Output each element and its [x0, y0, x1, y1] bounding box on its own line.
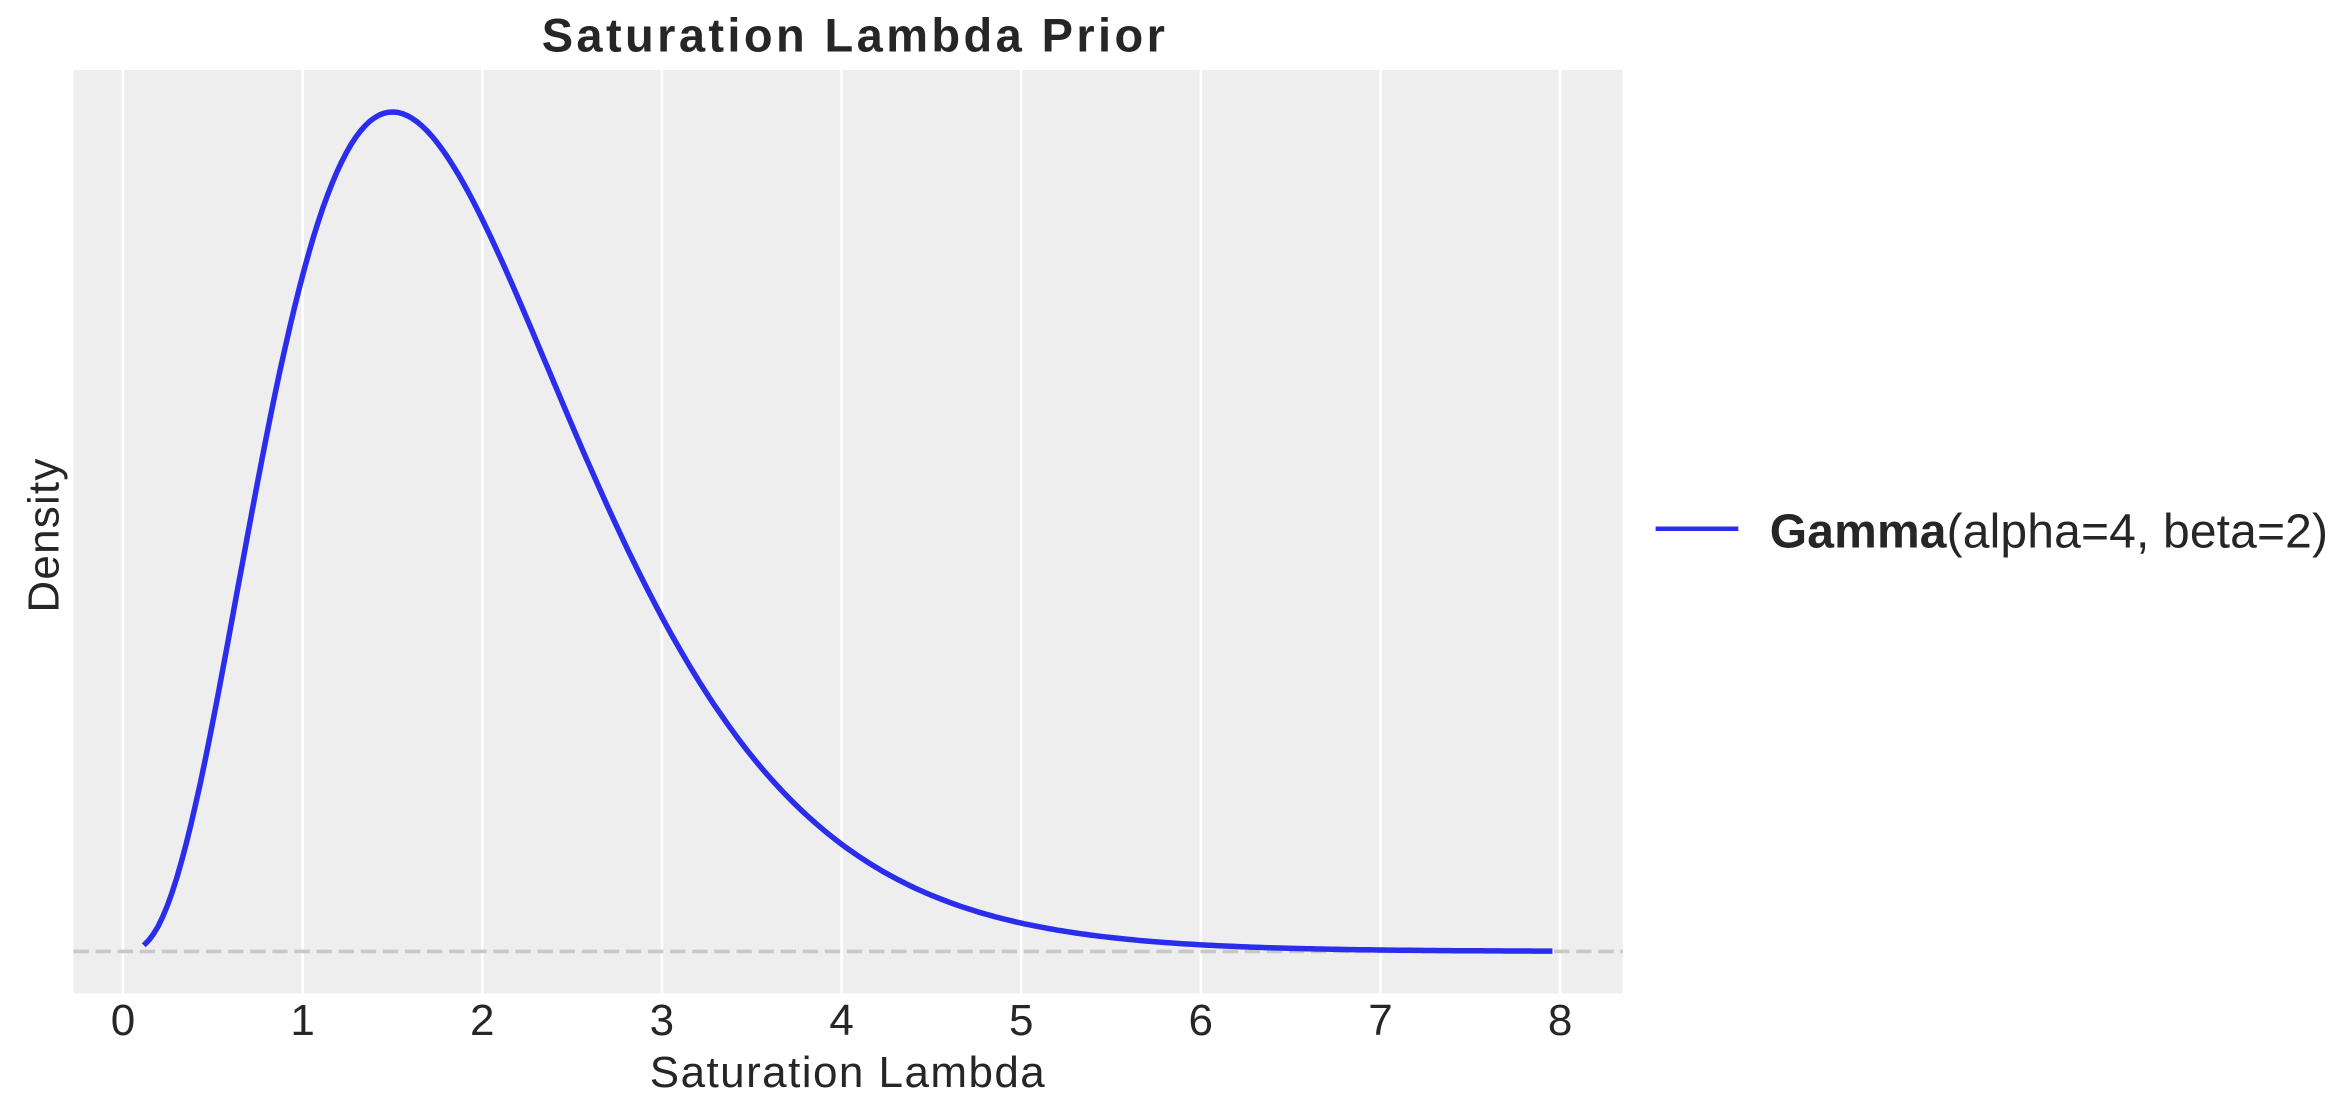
svg-text:5: 5 [1009, 996, 1033, 1045]
svg-text:Density: Density [20, 457, 69, 612]
svg-text:1: 1 [290, 996, 314, 1045]
svg-text:8: 8 [1548, 996, 1572, 1045]
svg-text:6: 6 [1189, 996, 1213, 1045]
svg-text:2: 2 [470, 996, 494, 1045]
svg-text:0: 0 [111, 996, 135, 1045]
svg-text:Gamma(alpha=4, beta=2): Gamma(alpha=4, beta=2) [1770, 505, 2328, 558]
svg-text:4: 4 [829, 996, 853, 1045]
svg-text:3: 3 [650, 996, 674, 1045]
svg-text:Saturation Lambda Prior: Saturation Lambda Prior [542, 9, 1169, 62]
svg-text:Saturation Lambda: Saturation Lambda [650, 1048, 1046, 1097]
svg-text:7: 7 [1368, 996, 1392, 1045]
